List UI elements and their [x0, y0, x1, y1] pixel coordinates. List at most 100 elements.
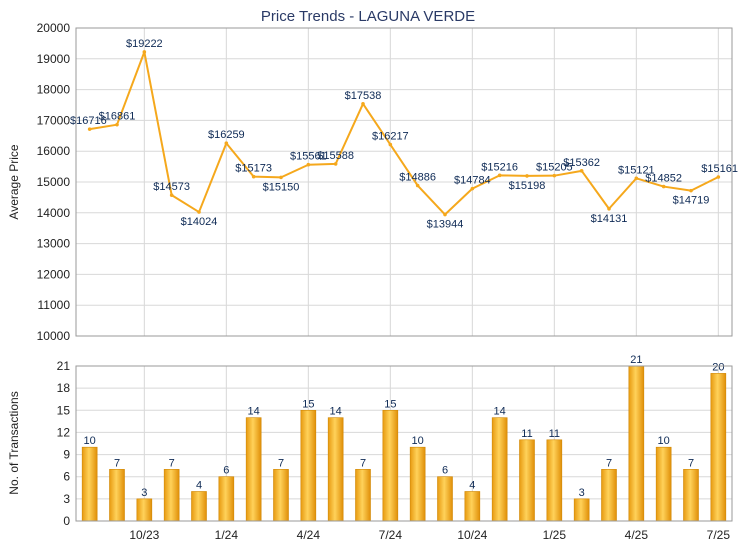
- date-x-tick-label: 10/24: [457, 528, 487, 542]
- price-point: [552, 173, 557, 178]
- transactions-y-tick-label: 6: [63, 470, 70, 484]
- price-point: [87, 127, 92, 131]
- price-point: [497, 173, 502, 178]
- price-data-label: $14719: [673, 195, 710, 207]
- price-y-tick-label: 11000: [38, 298, 71, 312]
- price-data-label: $14784: [454, 175, 491, 187]
- date-x-tick-label: 4/24: [297, 528, 321, 542]
- transactions-bar: [382, 409, 399, 522]
- transactions-y-tick-label: 15: [57, 403, 71, 417]
- transactions-bar: [218, 476, 235, 522]
- transactions-bar: [655, 446, 672, 522]
- transactions-data-label: 7: [169, 457, 175, 469]
- transactions-y-tick-label: 18: [57, 381, 71, 395]
- transactions-data-label: 14: [248, 406, 260, 418]
- price-data-label: $15216: [481, 161, 518, 173]
- price-point: [142, 50, 147, 54]
- price-point: [169, 193, 174, 197]
- transactions-data-label: 21: [630, 354, 642, 366]
- price-data-label: $15561: [290, 151, 327, 163]
- price-y-ticks: 10000 11000 12000 13000 14000 15000 16000 17000…: [37, 21, 71, 343]
- transactions-bar: [546, 439, 563, 522]
- price-data-label: $13944: [427, 219, 464, 231]
- price-y-tick-label: 18000: [37, 83, 71, 97]
- price-data-label: $14024: [181, 216, 218, 228]
- date-x-tick-label: 1/24: [215, 528, 239, 542]
- date-x-tick-label: 7/24: [379, 528, 403, 542]
- price-point: [306, 162, 311, 167]
- price-point: [634, 176, 639, 181]
- transactions-y-tick-label: 0: [63, 514, 70, 528]
- price-data-label: $15121: [618, 164, 655, 176]
- transactions-data-label: 3: [141, 487, 147, 499]
- transactions-bar: [355, 469, 371, 522]
- transactions-bar: [437, 476, 453, 522]
- price-point: [443, 212, 447, 217]
- price-plot: $16716$16861 $19222 $14573 $14024 $16259 $151…: [70, 38, 738, 231]
- transactions-bar: [81, 446, 98, 522]
- price-point: [579, 169, 584, 173]
- transactions-axis-title: No. of Transactions: [7, 391, 21, 494]
- price-point: [470, 186, 475, 191]
- price-point: [224, 141, 229, 146]
- transactions-bar: [628, 365, 645, 522]
- transactions-data-label: 7: [278, 457, 284, 469]
- transactions-plot-frame: [75, 365, 733, 522]
- date-x-ticks: 10/23 1/24 4/24 7/24 10/24 1/25 4/25 7/25: [129, 528, 730, 542]
- price-y-tick-label: 13000: [37, 237, 71, 251]
- transactions-bar: [273, 469, 289, 522]
- transactions-y-tick-label: 21: [57, 359, 71, 373]
- price-data-label: $14573: [153, 181, 190, 193]
- price-data-label: $14886: [399, 172, 436, 184]
- transactions-plot: 10 7 3 7 4 6 14 7 15 14 7 15 10 6 4 14 11 11 3 7 21 10 7 20: [81, 354, 727, 522]
- price-point: [115, 122, 119, 127]
- price-y-tick-label: 14000: [37, 206, 71, 220]
- chart-title: Price Trends - LAGUNA VERDE: [261, 8, 475, 25]
- price-point: [388, 142, 393, 147]
- transactions-data-label: 11: [549, 428, 560, 440]
- date-x-tick-label: 1/25: [543, 528, 567, 542]
- transactions-data-label: 3: [579, 487, 585, 499]
- transactions-bar: [136, 498, 153, 522]
- price-data-label: $16217: [372, 131, 409, 143]
- price-y-tick-label: 15000: [37, 175, 71, 189]
- transactions-bar: [573, 498, 590, 522]
- transactions-bar: [601, 469, 617, 522]
- price-point: [361, 102, 365, 106]
- price-data-label: $16861: [99, 111, 136, 123]
- price-plot-frame: [75, 27, 733, 337]
- date-x-tick-label: 4/25: [625, 528, 649, 542]
- price-point: [661, 184, 666, 189]
- price-point: [415, 183, 420, 188]
- price-series-line: [89, 50, 719, 216]
- price-point: [689, 188, 693, 193]
- price-data-label: $14852: [645, 173, 682, 185]
- price-point: [607, 206, 611, 211]
- transactions-bar: [710, 373, 727, 522]
- transactions-y-tick-label: 3: [63, 492, 70, 506]
- price-point: [197, 210, 201, 214]
- price-data-label: $15150: [263, 181, 300, 193]
- price-data-label: $15588: [317, 150, 354, 162]
- transactions-bar: [300, 409, 317, 522]
- transactions-bar: [163, 469, 180, 522]
- price-data-label: $15205: [536, 162, 573, 174]
- transactions-bar: [245, 417, 262, 522]
- price-y-tick-label: 16000: [37, 144, 71, 158]
- transactions-bar: [519, 439, 535, 522]
- transactions-bar: [327, 417, 344, 522]
- transactions-data-label: 7: [688, 457, 694, 469]
- transactions-data-label: 6: [442, 465, 448, 477]
- price-data-label: $19222: [126, 38, 163, 50]
- transactions-data-label: 7: [360, 457, 366, 469]
- transactions-y-tick-label: 9: [63, 448, 70, 462]
- price-y-tick-label: 17000: [37, 113, 71, 127]
- price-axis-title: Average Price: [7, 144, 21, 219]
- transactions-data-label: 7: [114, 457, 120, 469]
- price-point: [716, 175, 721, 179]
- date-x-tick-label: 7/25: [707, 528, 731, 542]
- transactions-data-label: 10: [412, 435, 424, 447]
- transactions-y-tick-label: 12: [57, 425, 71, 439]
- transactions-bar: [683, 469, 699, 522]
